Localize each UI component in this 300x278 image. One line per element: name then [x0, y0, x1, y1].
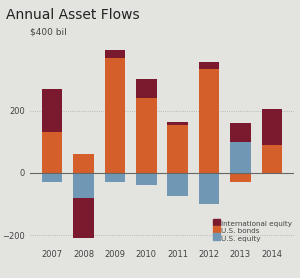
Bar: [199, 69, 219, 173]
Bar: [74, 198, 94, 239]
Bar: [199, 62, 219, 69]
Bar: [262, 145, 282, 173]
Bar: [105, 173, 125, 182]
Text: $400 bil: $400 bil: [30, 28, 67, 37]
Bar: [230, 123, 250, 173]
Bar: [105, 58, 125, 173]
Bar: [167, 173, 188, 196]
Bar: [230, 173, 250, 182]
Bar: [42, 89, 62, 132]
Bar: [262, 109, 282, 145]
Bar: [167, 125, 188, 173]
Bar: [136, 173, 157, 185]
Bar: [42, 173, 62, 182]
Legend: International equity, U.S. bonds, U.S. equity: International equity, U.S. bonds, U.S. e…: [212, 219, 293, 243]
Bar: [74, 154, 94, 173]
Bar: [136, 80, 157, 98]
Bar: [105, 50, 125, 58]
Bar: [136, 98, 157, 173]
Bar: [42, 132, 62, 173]
Bar: [167, 121, 188, 125]
Bar: [230, 142, 250, 173]
Bar: [74, 173, 94, 198]
Bar: [199, 173, 219, 204]
Text: Annual Asset Flows: Annual Asset Flows: [6, 8, 140, 22]
